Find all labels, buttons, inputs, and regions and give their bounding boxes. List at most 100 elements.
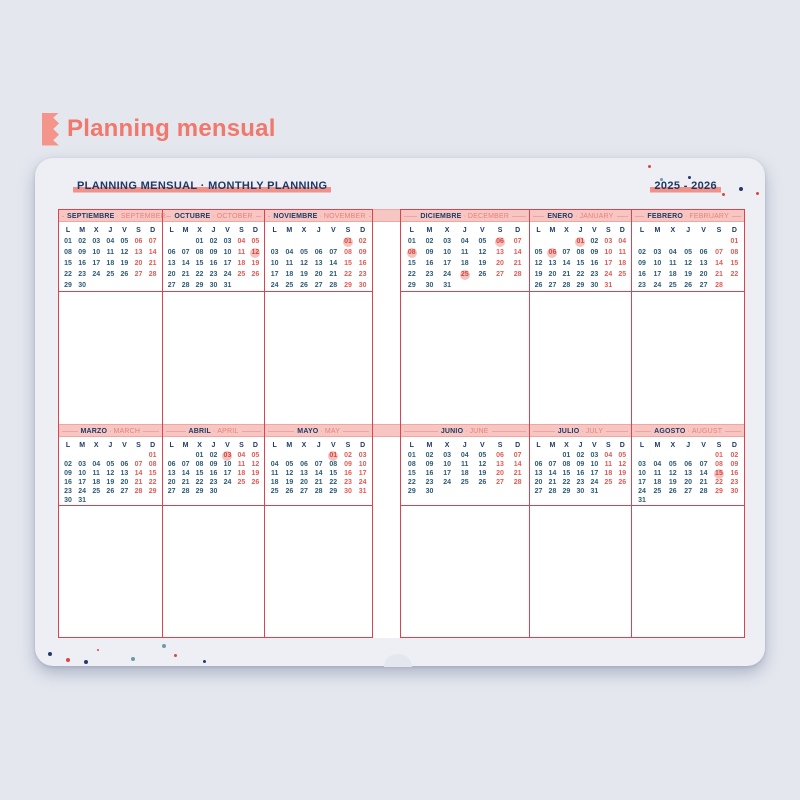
month-separator: · [212, 213, 215, 220]
calendar-day: 06 [300, 461, 308, 468]
calendar-day: 07 [329, 249, 338, 256]
calendar-day: 07 [181, 461, 190, 468]
calendar-day: 04 [106, 238, 115, 245]
holiday-circle: 25 [459, 269, 470, 280]
calendar-week-row: 22 23 24 25 26 27 28 [403, 478, 527, 487]
calendar-day: 24 [443, 479, 451, 486]
weekday-label: D [150, 441, 156, 449]
month-name-es: FEBRERO [647, 213, 683, 220]
calendar-day: 12 [618, 461, 627, 468]
calendar-day: 22 [407, 271, 416, 278]
weekday-label: S [605, 226, 611, 234]
calendar-day: 15 [711, 468, 726, 479]
calendar-day [727, 280, 742, 291]
calendar-day: 07 [562, 249, 571, 256]
calendar-day: 09 [425, 249, 434, 256]
calendar-day [103, 280, 117, 291]
calendar-day: 01 [730, 238, 739, 245]
calendar-day: 11 [285, 260, 294, 267]
calendar-day [474, 280, 492, 291]
month-label: AGOSTO · AUGUST [654, 428, 722, 435]
calendar-week-row: 01 02 03 04 [532, 236, 630, 247]
calendar-day: 24 [590, 479, 599, 486]
calendar-day: 13 [314, 260, 323, 267]
calendar-day: 30 [209, 282, 218, 289]
calendar-day: 16 [209, 470, 218, 477]
calendar-day: 22 [148, 479, 157, 486]
calendar-day [267, 236, 282, 247]
calendar-day: 11 [604, 461, 613, 468]
calendar-day: 29 [562, 488, 571, 495]
calendar-day: 22 [562, 479, 571, 486]
planner-page: PLANNING MENSUAL · MONTHLY PLANNING 2025… [35, 158, 765, 666]
calendar-day: 11 [237, 461, 246, 468]
calendar-day: 19 [478, 260, 487, 267]
holiday-circle: 08 [406, 247, 417, 258]
calendar-day: 15 [329, 470, 338, 477]
calendar-day [103, 451, 117, 460]
calendar-day: 21 [513, 470, 522, 477]
month-name-es: JULIO [557, 428, 580, 435]
notes-area [530, 506, 632, 637]
weekday-label: D [731, 226, 737, 234]
month-column: NOVIEMBRE · NOVEMBER L M X J V S D 01 02 03 04 05 06 07 0… [265, 210, 372, 637]
calendar-day: 20 [167, 479, 176, 486]
calendar-day: 28 [181, 488, 190, 495]
calendar-week-row: 16 17 18 19 20 21 22 [61, 478, 160, 487]
weekday-label: X [301, 226, 307, 234]
band-rule [532, 216, 545, 217]
calendar-day: 28 [715, 282, 723, 289]
calendar-day: 30 [425, 282, 434, 289]
calendar-day: 05 [251, 238, 260, 245]
weekday-label: V [592, 226, 597, 234]
calendar-week-row: 17 18 19 20 21 22 23 [634, 478, 742, 487]
calendar-day: 21 [148, 260, 157, 267]
calendar-day: 05 [106, 461, 115, 468]
calendar-week-row: 30 31 [61, 496, 160, 505]
calendar-day: 28 [134, 488, 143, 495]
calendar-day [491, 280, 509, 291]
calendar-day: 10 [270, 260, 279, 267]
calendar-day: 15 [576, 260, 585, 267]
calendar-day: 01 [562, 452, 571, 459]
calendar-day [179, 236, 193, 247]
notes-area [632, 506, 744, 637]
confetti-dot [84, 660, 88, 664]
calendar-day: 23 [590, 271, 599, 278]
calendar-day: 26 [300, 282, 308, 289]
calendar-day: 11 [461, 249, 469, 256]
calendar-day: 22 [195, 479, 204, 486]
calendar-week-row: 10 11 12 13 14 15 16 [267, 258, 370, 269]
calendar-day: 30 [344, 488, 352, 495]
calendar-day [545, 451, 559, 460]
month-name-es: DICIEMBRE [420, 213, 462, 220]
calendar-day: 11 [669, 260, 677, 267]
weekday-label: L [65, 441, 71, 449]
weekday-label: D [619, 441, 625, 449]
weekday-label: X [670, 441, 676, 449]
calendar-day [234, 280, 248, 291]
calendar-day: 22 [576, 271, 585, 278]
calendar-week-row: 22 23 24 25 26 27 28 [61, 269, 160, 280]
calendar-day: 19 [106, 479, 115, 486]
weekday-label: M [549, 441, 556, 449]
notes-area [401, 506, 529, 637]
weekday-label: J [578, 441, 583, 449]
calendar-day: 26 [106, 488, 115, 495]
calendar-day: 07 [513, 238, 522, 245]
calendar-week-row: 02 03 04 05 06 07 08 [61, 460, 160, 469]
month-separator: · [465, 428, 468, 435]
calendar-day [117, 496, 131, 505]
band-rule [635, 216, 645, 217]
month-name-en: FEBRUARY [689, 213, 729, 220]
calendar-day: 28 [562, 282, 571, 289]
weekday-label: L [272, 226, 277, 234]
month-separator: · [581, 428, 584, 435]
calendar-day: 02 [209, 238, 218, 245]
weekday-label: L [536, 226, 541, 234]
calendar-day: 06 [314, 249, 323, 256]
calendar-day: 20 [496, 260, 504, 267]
weekday-label: M [426, 226, 433, 234]
